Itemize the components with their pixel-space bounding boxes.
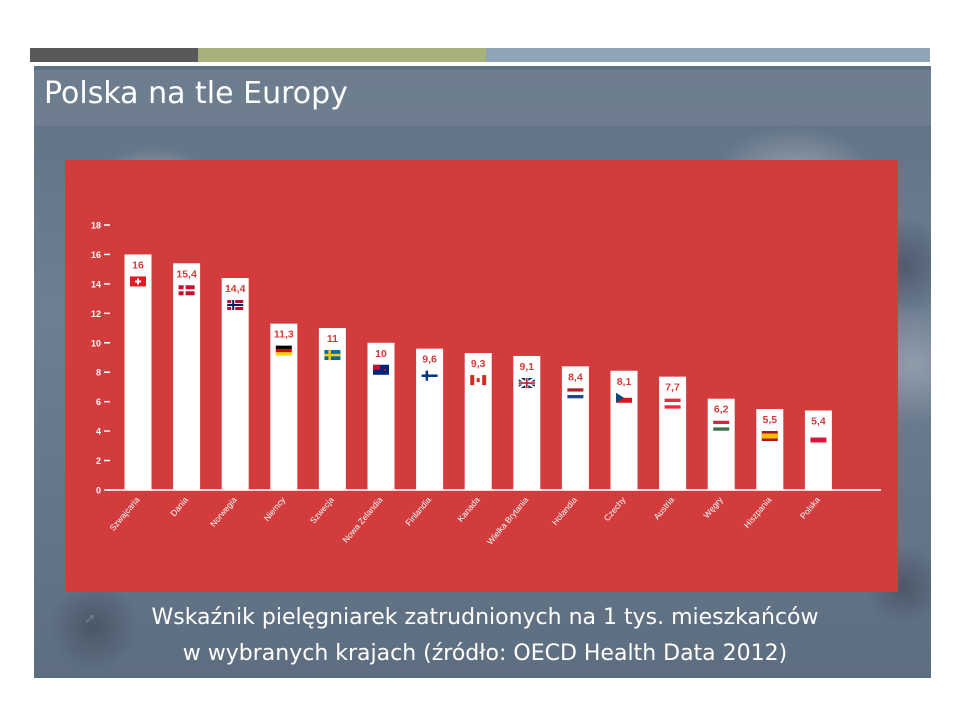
decor-band-green <box>198 48 486 62</box>
x-tick-label: Hiszpania <box>742 495 774 530</box>
x-tick-label: Finlandia <box>403 495 433 528</box>
y-tick-label: 16 <box>91 250 101 260</box>
bar-chart: 0 2 4 6 8 10 12 14 16 18 16 Szwajcaria 15,4 Dania 14,4… <box>91 221 881 547</box>
page-title: Polska na tle Europy <box>44 76 348 111</box>
bar-szwajcaria <box>124 254 152 490</box>
bar-norwegia <box>221 278 249 490</box>
y-tick-label: 10 <box>91 338 101 348</box>
data-label: 9,6 <box>422 354 437 366</box>
x-tick-label: Holandia <box>550 495 579 527</box>
data-label: 8,4 <box>568 371 583 383</box>
flag-finland-icon <box>421 370 438 381</box>
x-tick-label: Wielka Brytania <box>485 495 531 547</box>
data-label: 15,4 <box>176 268 197 280</box>
x-tick-label: Szwajcaria <box>107 495 141 533</box>
y-tick-label: 18 <box>91 221 101 231</box>
flag-sweden-icon <box>324 350 341 361</box>
y-tick-label: 12 <box>91 309 101 319</box>
x-tick-label: Dania <box>168 495 190 519</box>
y-tick-label: 14 <box>91 279 101 289</box>
x-tick-label: Nowa Zelandia <box>340 495 384 545</box>
y-tick-label: 0 <box>96 486 101 496</box>
flag-new-zealand-icon <box>373 364 389 375</box>
bar-dania <box>173 263 201 490</box>
caption-line-2: w wybranych krajach (źródło: OECD Health… <box>182 641 788 666</box>
bar-polska <box>804 410 832 490</box>
bar-austria <box>659 376 687 490</box>
flag-denmark-icon <box>178 285 195 296</box>
x-tick-label: Polska <box>798 495 822 521</box>
bullet-arrow-icon: ➚ <box>84 611 96 627</box>
flag-hungary-icon <box>713 420 730 431</box>
x-tick-label: Kanada <box>455 495 482 524</box>
decor-band-gray <box>30 48 198 62</box>
data-label: 16 <box>132 259 144 271</box>
bar-kanada <box>464 353 492 490</box>
bar-hiszpania <box>756 409 784 490</box>
flag-netherlands-icon <box>567 388 584 399</box>
title-bar <box>34 70 931 126</box>
flag-austria-icon <box>664 398 681 409</box>
y-tick-label: 6 <box>96 397 101 407</box>
flag-poland-icon <box>810 432 827 443</box>
x-tick-label: Węgry <box>701 494 725 520</box>
bar-holandia <box>561 366 589 490</box>
caption: Wskaźnik pielęgniarek zatrudnionych na 1… <box>80 600 890 672</box>
bar-węgry <box>707 398 735 490</box>
bar-finlandia <box>416 348 444 490</box>
data-label: 6,2 <box>714 404 729 416</box>
data-label: 8,1 <box>617 376 632 388</box>
data-label: 9,1 <box>519 361 534 373</box>
data-label: 9,3 <box>471 358 486 370</box>
data-label: 11 <box>327 333 338 345</box>
x-tick-label: Niemcy <box>261 494 287 523</box>
data-label: 10 <box>375 348 387 360</box>
chart-panel: 0 2 4 6 8 10 12 14 16 18 16 Szwajcaria 15,4 Dania 14,4… <box>65 160 898 592</box>
x-tick-label: Austria <box>651 495 676 522</box>
x-tick-label: Czechy <box>602 494 628 523</box>
flag-czechia-icon <box>616 392 632 403</box>
x-tick-label: Szwecja <box>308 495 336 526</box>
data-label: 5,4 <box>811 416 826 428</box>
flag-united-kingdom-icon <box>518 377 536 389</box>
decor-band-blue <box>486 48 930 62</box>
flag-switzerland-icon <box>130 276 146 287</box>
flag-norway-icon <box>227 300 244 310</box>
bar-czechy <box>610 370 638 490</box>
y-tick-label: 8 <box>96 368 101 378</box>
y-tick-label: 4 <box>96 427 101 437</box>
data-label: 7,7 <box>665 382 680 394</box>
flag-germany-icon <box>275 345 292 356</box>
bar-wielka-brytania <box>513 356 541 490</box>
data-label: 5,5 <box>762 414 777 426</box>
x-tick-label: Norwegia <box>208 495 239 529</box>
flag-spain-icon <box>761 431 778 442</box>
data-label: 11,3 <box>274 329 294 341</box>
caption-line-1: Wskaźnik pielęgniarek zatrudnionych na 1… <box>151 605 819 630</box>
flag-canada-icon <box>470 375 487 386</box>
data-label: 14,4 <box>225 283 246 295</box>
y-tick-label: 2 <box>96 456 101 466</box>
